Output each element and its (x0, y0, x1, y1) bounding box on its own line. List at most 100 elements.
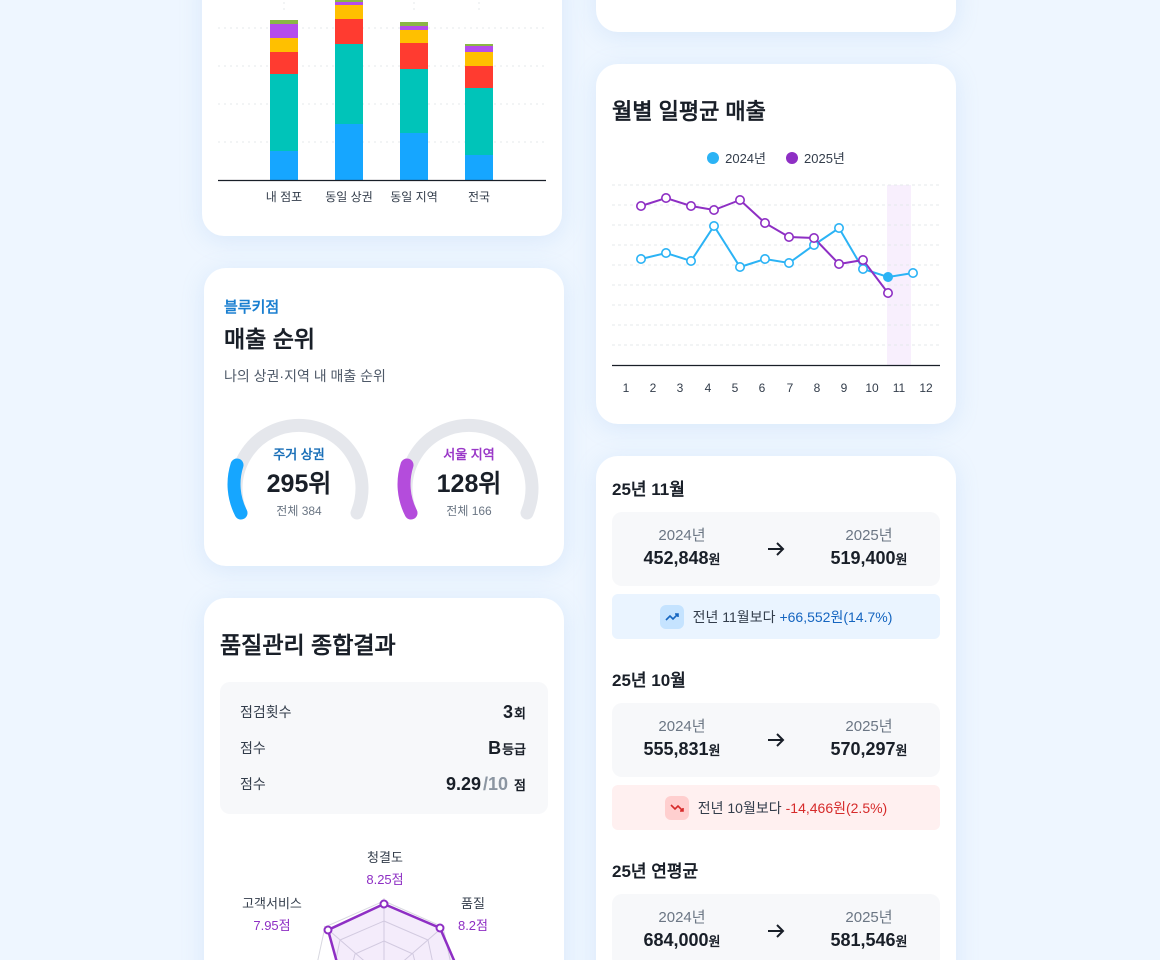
bar-xlabel: 전국 (468, 190, 490, 204)
bar-segment[interactable] (400, 30, 428, 43)
bar-segment[interactable] (270, 38, 298, 52)
data-point[interactable] (709, 205, 720, 216)
gauge-value: 128위 (436, 470, 502, 498)
gauge-total: 전체 166 (446, 504, 492, 518)
data-point[interactable] (857, 264, 868, 275)
data-point[interactable] (882, 288, 893, 299)
bar-segment[interactable] (465, 46, 493, 52)
data-point[interactable] (635, 254, 646, 265)
legend-item-2024[interactable]: 2024년 (707, 148, 766, 167)
gauge-value: 295위 (266, 470, 332, 498)
bar-segment[interactable] (335, 5, 363, 19)
bar-segment[interactable] (400, 22, 428, 26)
data-point[interactable] (907, 268, 918, 279)
month-label: 3 (677, 381, 684, 395)
data-point[interactable] (635, 201, 646, 212)
line-gridlines (612, 184, 940, 346)
section-title: 25년 11월 (612, 480, 685, 499)
radar-axis-label: 고객서비스 (242, 896, 302, 911)
data-point[interactable] (661, 248, 672, 259)
data-point[interactable] (857, 255, 868, 266)
score-row: 점수 9.29/10 점 (240, 772, 526, 796)
radar-point (435, 923, 445, 933)
bar-segment[interactable] (335, 44, 363, 124)
gauge-arc (397, 418, 539, 520)
bar-segment[interactable] (465, 88, 493, 155)
data-point[interactable] (735, 262, 746, 273)
peer-comparison-bar-chart-card: 내 점포 동일 상권 동일 지역 전국 (202, 0, 562, 236)
month-label: 10 (865, 381, 879, 395)
data-point[interactable] (709, 221, 720, 232)
radar-point (379, 899, 389, 909)
row-value: 3회 (503, 701, 526, 722)
data-point[interactable] (760, 218, 771, 229)
trend-delta: +66,552원(14.7%) (779, 608, 893, 625)
line-2024년 (640, 224, 914, 279)
radar-axis-value: 8.2점 (458, 918, 488, 933)
data-point[interactable] (686, 256, 697, 267)
trending-down-icon (664, 795, 689, 820)
bar-segment[interactable] (465, 155, 493, 180)
bar-segment[interactable] (335, 19, 363, 44)
data-point[interactable] (661, 193, 672, 204)
curr-year-col: 2025년 581,546원 (830, 909, 908, 950)
data-point[interactable] (735, 195, 746, 206)
data-point[interactable] (760, 254, 771, 265)
gauge-label: 서울 지역 (443, 447, 495, 462)
gauge-arc (227, 418, 369, 520)
upper-chart-card (596, 0, 956, 32)
bar-segment[interactable] (270, 52, 298, 74)
quality-title: 품질관리 종합결과 (220, 632, 396, 658)
arrow-right-icon (768, 733, 785, 747)
gauge-progress (397, 458, 418, 520)
bar-series (270, 0, 493, 180)
month-label: 7 (787, 381, 794, 395)
gauge-label: 주거 상권 (273, 447, 325, 462)
section-title: 25년 10월 (612, 671, 686, 690)
bar-segment[interactable] (270, 151, 298, 180)
radar-area (326, 902, 456, 960)
radar-axis-value: 7.95점 (253, 918, 290, 933)
month-label: 12 (919, 381, 933, 395)
bar-xlabel: 내 점포 (266, 190, 302, 204)
data-point[interactable] (834, 259, 845, 270)
radar-axis-value: 8.25점 (366, 872, 403, 887)
curr-year-col: 2025년 519,400원 (830, 527, 908, 568)
sales-comparison-card: 25년 11월 2024년 452,848원 2025년 519,400원 전년… (596, 456, 956, 960)
radar-point (323, 925, 333, 935)
bar-segment[interactable] (400, 133, 428, 180)
bar-segment[interactable] (335, 124, 363, 180)
bar-segment[interactable] (270, 20, 298, 24)
data-point[interactable] (784, 258, 795, 269)
data-point[interactable] (834, 223, 845, 234)
gauge-progress (227, 458, 248, 520)
month-label: 8 (814, 381, 821, 395)
quality-radar-chart: 청결도 8.25점 품질 8.2점 고객서비스 7.95점 (242, 850, 488, 960)
data-point[interactable] (686, 201, 697, 212)
legend-dot-icon (786, 151, 798, 164)
bar-segment[interactable] (270, 74, 298, 151)
region-rank-gauge: 서울 지역 128위 전체 166 (394, 408, 544, 528)
bar-segment[interactable] (465, 52, 493, 66)
row-value: 9.29/10 점 (445, 773, 526, 794)
data-point[interactable] (882, 272, 893, 283)
trend-banner-up: 전년 11월보다 +66,552원(14.7%) (612, 594, 940, 639)
bar-segment[interactable] (270, 24, 298, 38)
bar-segment[interactable] (335, 0, 363, 2)
bar-segment[interactable] (400, 69, 428, 133)
quality-stats-box: 점검횟수 3회 점수 B등급 점수 9.29/10 점 (220, 682, 548, 814)
bar-segment[interactable] (465, 44, 493, 46)
data-point[interactable] (809, 233, 820, 244)
comparison-box: 2024년 452,848원 2025년 519,400원 (612, 512, 940, 586)
comparison-box: 2024년 555,831원 2025년 570,297원 (612, 703, 940, 777)
data-point[interactable] (784, 232, 795, 243)
row-key: 점검횟수 (240, 704, 292, 720)
month-label: 6 (759, 381, 766, 395)
store-name: 블루키점 (224, 299, 280, 316)
bar-segment[interactable] (400, 43, 428, 69)
section-title: 25년 연평균 (612, 862, 699, 881)
legend-item-2025[interactable]: 2025년 (786, 148, 845, 167)
bar-segment[interactable] (400, 26, 428, 30)
bar-segment[interactable] (465, 66, 493, 88)
bar-segment[interactable] (335, 2, 363, 5)
